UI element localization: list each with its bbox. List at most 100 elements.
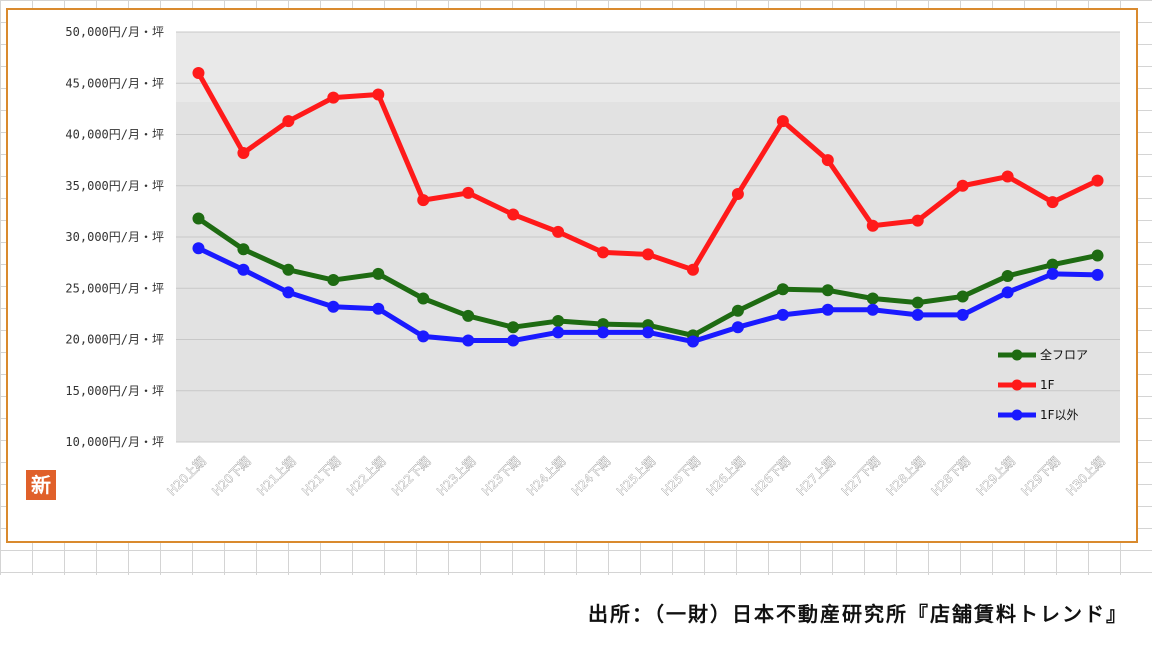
data-point — [282, 263, 295, 276]
data-point — [597, 246, 610, 259]
data-point — [1001, 269, 1014, 282]
chart-frame[interactable]: 10,000円/月・坪 15,000円/月・坪 20,000円/月・坪 25,000円… — [6, 8, 1138, 543]
data-point — [956, 290, 969, 303]
line-chart: 10,000円/月・坪 15,000円/月・坪 20,000円/月・坪 25,000円… — [65, 25, 1120, 499]
x-tick-label: H26上期 — [704, 454, 748, 498]
x-tick-label: H29下期 — [1019, 454, 1063, 498]
data-point — [866, 292, 879, 305]
data-point — [327, 274, 340, 287]
new-badge: 新 — [26, 470, 56, 500]
x-tick-label: H21上期 — [254, 454, 298, 498]
data-point — [462, 186, 475, 199]
legend-label: 全フロア — [1040, 347, 1088, 362]
data-point — [1091, 174, 1104, 187]
x-tick-label: H30上期 — [1064, 454, 1108, 498]
legend-label: 1F以外 — [1040, 408, 1079, 422]
data-point — [1046, 267, 1059, 280]
data-point — [911, 214, 924, 227]
data-point — [507, 321, 520, 334]
data-point — [552, 225, 565, 238]
data-point — [1046, 196, 1059, 209]
data-point — [1091, 249, 1104, 262]
x-tick-label: H24上期 — [524, 454, 568, 498]
data-point — [192, 212, 205, 225]
x-tick-label: H27下期 — [839, 454, 883, 498]
data-point — [686, 263, 699, 276]
data-point — [911, 308, 924, 321]
source-note: 出所：（一財）日本不動産研究所『店舗賃料トレンド』 — [588, 602, 1128, 626]
data-point — [462, 334, 475, 347]
data-point — [237, 146, 250, 159]
x-tick-label: H28下期 — [929, 454, 973, 498]
data-point — [417, 194, 430, 207]
x-tick-label: H21下期 — [299, 454, 343, 498]
data-point — [642, 248, 654, 261]
data-point — [731, 304, 744, 317]
x-tick-label: H26下期 — [749, 454, 793, 498]
y-tick-label: 40,000円/月・坪 — [65, 128, 164, 142]
data-point — [1091, 268, 1104, 281]
data-point — [776, 283, 789, 296]
data-point — [1001, 170, 1014, 183]
data-point — [507, 208, 520, 221]
data-point — [417, 292, 430, 305]
legend-label: 1F — [1040, 378, 1055, 392]
y-tick-label: 30,000円/月・坪 — [65, 230, 164, 244]
data-point — [192, 67, 205, 79]
data-point — [731, 187, 744, 200]
data-point — [821, 303, 834, 316]
x-tick-label: H20下期 — [209, 454, 253, 498]
data-point — [327, 91, 340, 104]
y-tick-label: 35,000円/月・坪 — [65, 179, 164, 193]
data-point — [776, 115, 789, 128]
data-point — [776, 308, 789, 321]
y-tick-label: 45,000円/月・坪 — [65, 76, 164, 90]
data-point — [866, 303, 879, 316]
x-tick-label: H22下期 — [389, 454, 433, 498]
legend-marker — [1011, 349, 1023, 361]
x-tick-label: H20上期 — [165, 454, 209, 498]
legend-marker — [1011, 379, 1023, 391]
data-point — [372, 302, 385, 315]
data-point — [911, 296, 924, 309]
data-point — [956, 308, 969, 321]
data-point — [686, 335, 699, 348]
data-point — [642, 326, 654, 339]
data-point — [372, 267, 385, 280]
data-point — [237, 243, 250, 256]
legend-marker — [1011, 409, 1023, 421]
data-point — [731, 321, 744, 334]
data-point — [552, 326, 565, 339]
data-point — [821, 154, 834, 167]
data-point — [237, 263, 250, 276]
data-point — [1001, 286, 1014, 299]
footer-area — [0, 575, 1152, 648]
x-tick-label: H24下期 — [569, 454, 613, 498]
data-point — [507, 334, 520, 347]
x-tick-label: H28上期 — [884, 454, 928, 498]
x-tick-label: H29上期 — [974, 454, 1018, 498]
y-tick-label: 20,000円/月・坪 — [65, 333, 164, 347]
data-point — [821, 284, 834, 297]
data-point — [597, 318, 610, 331]
y-tick-label: 25,000円/月・坪 — [65, 281, 164, 295]
data-point — [417, 330, 430, 343]
data-point — [462, 309, 475, 322]
data-point — [192, 242, 205, 255]
y-tick-label: 15,000円/月・坪 — [65, 384, 164, 398]
x-tick-label: H23上期 — [434, 454, 478, 498]
data-point — [597, 326, 610, 339]
plot-background-lower — [176, 102, 1120, 442]
y-tick-label: 10,000円/月・坪 — [65, 435, 164, 449]
x-tick-label: H27上期 — [794, 454, 838, 498]
y-tick-label: 50,000円/月・坪 — [65, 25, 164, 39]
data-point — [552, 315, 565, 328]
data-point — [866, 219, 879, 232]
x-tick-label: H25下期 — [659, 454, 703, 498]
data-point — [282, 286, 295, 299]
data-point — [1046, 258, 1059, 271]
data-point — [282, 115, 295, 128]
x-tick-label: H22上期 — [344, 454, 388, 498]
data-point — [372, 88, 385, 101]
x-tick-label: H25上期 — [614, 454, 658, 498]
